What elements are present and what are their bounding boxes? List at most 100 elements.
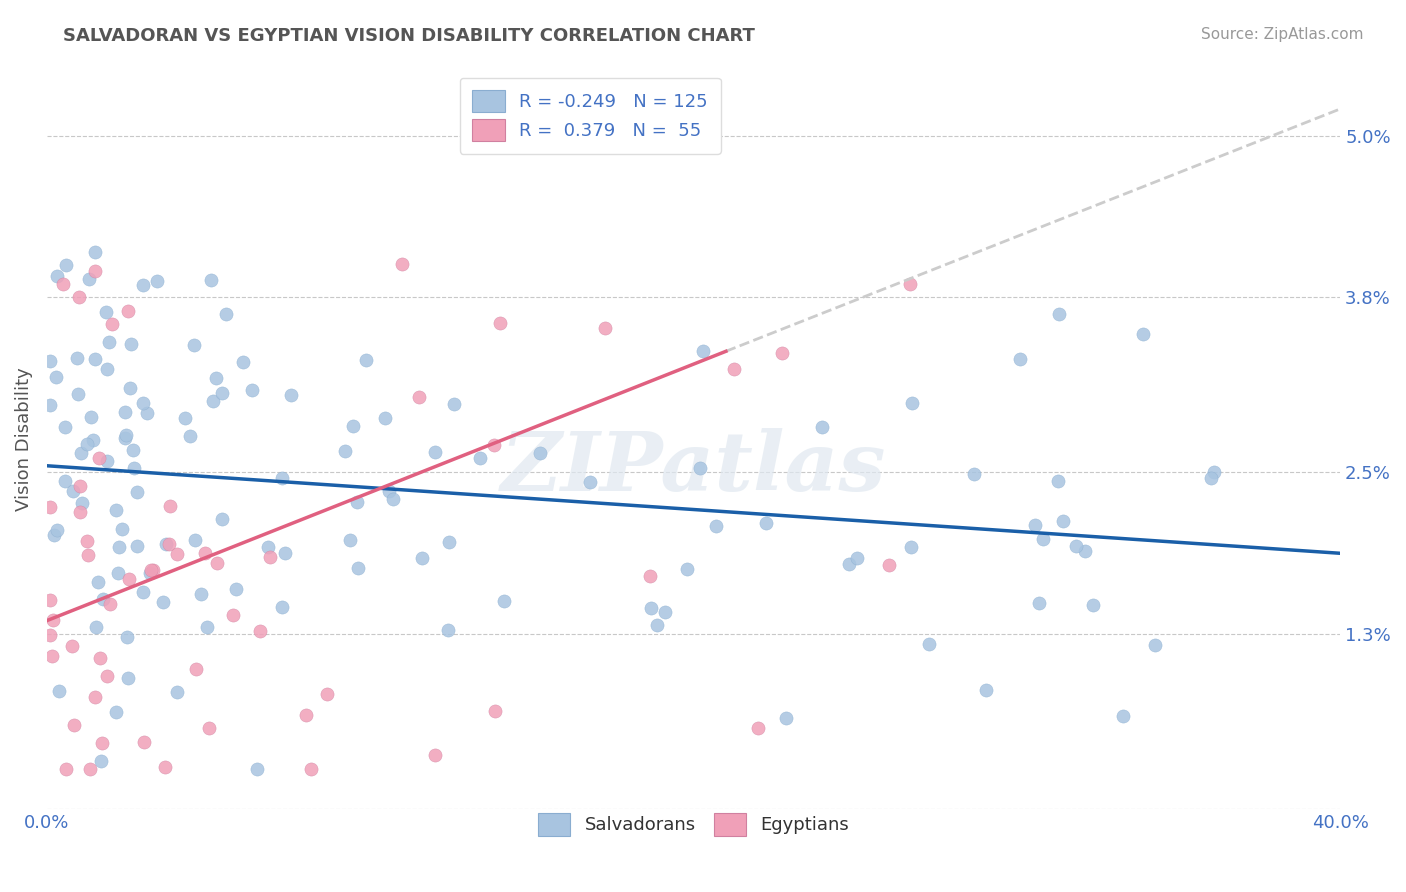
Point: [1112, 708, 1135, 723]
Point: [84, 620, 107, 634]
Point: [39, 398, 62, 412]
Point: [122, 461, 145, 475]
Text: SALVADORAN VS EGYPTIAN VISION DISABILITY CORRELATION CHART: SALVADORAN VS EGYPTIAN VISION DISABILITY…: [63, 27, 755, 45]
Point: [838, 558, 860, 572]
Point: [259, 549, 281, 564]
Point: [411, 550, 433, 565]
Point: [118, 381, 141, 395]
Point: [374, 410, 396, 425]
Point: [439, 535, 461, 549]
Point: [1052, 514, 1074, 528]
Point: [271, 599, 294, 614]
Point: [135, 406, 157, 420]
Point: [382, 492, 405, 507]
Point: [443, 397, 465, 411]
Point: [205, 557, 228, 571]
Point: [84, 263, 107, 277]
Point: [94, 304, 117, 318]
Point: [755, 516, 778, 530]
Point: [846, 550, 869, 565]
Point: [190, 587, 212, 601]
Point: [76, 437, 98, 451]
Point: [39, 628, 62, 642]
Point: [900, 540, 922, 554]
Point: [423, 748, 446, 763]
Point: [1010, 352, 1032, 367]
Point: [1202, 465, 1225, 479]
Point: [877, 558, 900, 573]
Point: [96, 361, 118, 376]
Point: [67, 290, 90, 304]
Y-axis label: Vision Disability: Vision Disability: [15, 367, 32, 511]
Point: [408, 390, 430, 404]
Point: [146, 274, 169, 288]
Point: [42, 528, 65, 542]
Point: [280, 387, 302, 401]
Point: [79, 762, 101, 776]
Point: [46, 523, 69, 537]
Point: [42, 613, 65, 627]
Point: [39, 500, 62, 514]
Point: [195, 620, 218, 634]
Point: [205, 371, 228, 385]
Point: [80, 410, 103, 425]
Point: [97, 335, 120, 350]
Point: [115, 427, 138, 442]
Point: [77, 549, 100, 563]
Point: [69, 505, 91, 519]
Point: [41, 648, 63, 663]
Point: [91, 592, 114, 607]
Point: [90, 754, 112, 768]
Text: Source: ZipAtlas.com: Source: ZipAtlas.com: [1201, 27, 1364, 42]
Point: [65, 351, 87, 365]
Point: [55, 258, 77, 272]
Point: [529, 446, 551, 460]
Point: [39, 354, 62, 368]
Point: [225, 582, 247, 597]
Point: [1024, 518, 1046, 533]
Point: [200, 273, 222, 287]
Point: [1144, 638, 1167, 652]
Point: [89, 450, 111, 465]
Point: [675, 562, 697, 576]
Point: [125, 540, 148, 554]
Point: [1032, 532, 1054, 546]
Point: [256, 540, 278, 554]
Point: [488, 316, 510, 330]
Point: [90, 736, 112, 750]
Point: [155, 537, 177, 551]
Point: [315, 687, 337, 701]
Point: [166, 684, 188, 698]
Point: [335, 443, 357, 458]
Point: [1199, 471, 1222, 485]
Point: [83, 352, 105, 367]
Point: [45, 370, 67, 384]
Point: [578, 475, 600, 489]
Point: [83, 244, 105, 259]
Point: [141, 563, 163, 577]
Point: [69, 479, 91, 493]
Point: [222, 608, 245, 623]
Point: [120, 337, 142, 351]
Point: [704, 518, 727, 533]
Point: [104, 503, 127, 517]
Point: [98, 597, 121, 611]
Point: [482, 438, 505, 452]
Point: [391, 257, 413, 271]
Point: [122, 442, 145, 457]
Point: [70, 495, 93, 509]
Point: [183, 338, 205, 352]
Point: [117, 304, 139, 318]
Point: [132, 396, 155, 410]
Point: [1028, 597, 1050, 611]
Point: [138, 566, 160, 580]
Point: [436, 623, 458, 637]
Point: [62, 484, 84, 499]
Point: [125, 485, 148, 500]
Point: [53, 420, 76, 434]
Point: [100, 318, 122, 332]
Point: [117, 630, 139, 644]
Point: [82, 433, 104, 447]
Point: [346, 495, 368, 509]
Point: [211, 385, 233, 400]
